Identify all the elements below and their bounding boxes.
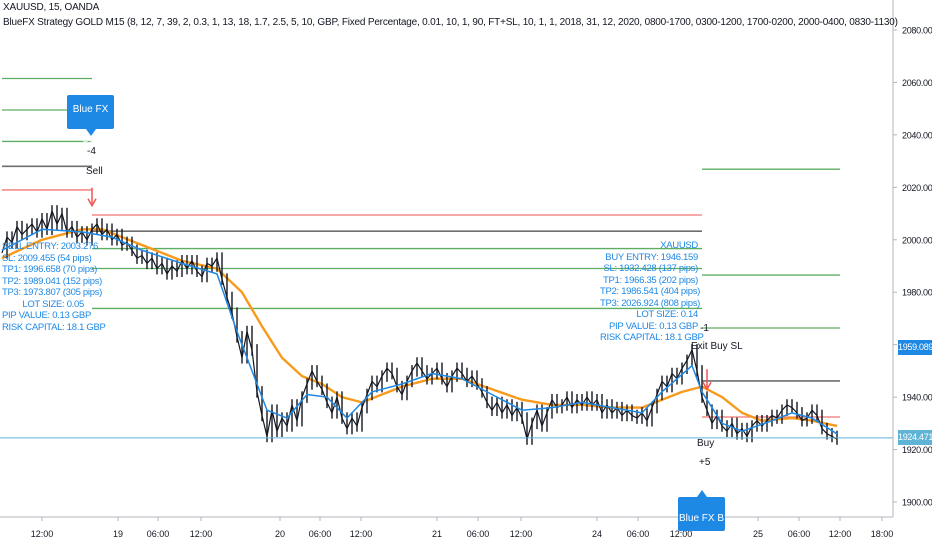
exit-count-label: -1	[700, 323, 709, 334]
symbol-title[interactable]: XAUUSD, 15, OANDA	[3, 2, 100, 13]
y-tick-label: 2000.000	[902, 235, 932, 245]
sell-sl-line: SL: 2009.455 (54 pips)	[2, 252, 92, 264]
buy-sl-line: SL: 1932.428 (137 pips)	[603, 263, 698, 274]
sell-tp2-line: TP2: 1989.041 (152 pips)	[2, 275, 103, 287]
y-tick-label: 2060.000	[902, 78, 932, 88]
x-tick-label: 06:00	[627, 529, 650, 539]
x-tick-label: 06:00	[467, 529, 490, 539]
x-tick-label: 06:00	[788, 529, 811, 539]
y-tick-label: 2020.000	[902, 183, 932, 193]
x-tick-label: 18:00	[871, 529, 894, 539]
buy-symbol-line: XAUUSD	[660, 240, 698, 251]
buy-word-label: Buy	[697, 438, 715, 449]
y-tick-label: 2080.000	[902, 26, 932, 36]
ma-series-line	[1, 228, 838, 435]
x-tick-label: 06:00	[309, 529, 332, 539]
ma-layer	[1, 228, 838, 435]
price-tag-blue: 1959.089	[898, 339, 932, 355]
y-tick-label: 1920.000	[902, 445, 932, 455]
price-tag-last: 1924.471	[898, 430, 932, 446]
price-series-line	[1, 208, 838, 442]
buy-tp1-line: TP1: 1966.35 (202 pips)	[602, 274, 698, 286]
price-layer	[1, 205, 838, 445]
sell-word-label: Sell	[86, 166, 103, 177]
buy-badge-pointer	[697, 490, 707, 497]
buy-tp3-line: TP3: 2026.924 (808 pips)	[600, 297, 701, 309]
x-tick-label: 12:00	[31, 529, 54, 539]
y-tick-label: 1900.000	[902, 498, 932, 508]
buy-entry-line: BUY ENTRY: 1946.159	[605, 251, 698, 263]
sell-lot-line: LOT SIZE: 0.05	[22, 298, 84, 310]
sell-signal-badge: Blue FX Sell	[67, 95, 114, 145]
y-tick-label: 1940.000	[902, 393, 932, 403]
sell-tp3-line: TP3: 1973.807 (305 pips)	[2, 287, 103, 298]
sell-badge-pointer	[86, 129, 96, 136]
sell-pip-line: PIP VALUE: 0.13 GBP	[2, 310, 91, 321]
buy-signal-badge: Blue FX B	[678, 497, 725, 531]
x-tick-label: 19	[113, 529, 123, 539]
sell-count-label: -4	[87, 146, 96, 157]
x-tick-label: 12:00	[510, 529, 533, 539]
buy-arrow-head	[702, 381, 712, 391]
sell-info-panel: SELL ENTRY: 2003.276 SL: 2009.455 (54 pi…	[2, 241, 106, 333]
sell-entry-line: SELL ENTRY: 2003.276	[2, 241, 98, 252]
x-tick-label: 24	[592, 529, 602, 539]
sell-arrow-head	[87, 198, 97, 208]
buy-risk-line: RISK CAPITAL: 18.1 GBP	[600, 332, 704, 343]
buy-lot-line: LOT SIZE: 0.14	[636, 309, 698, 320]
x-tick-label: 25	[753, 529, 763, 539]
x-tick-label: 12:00	[190, 529, 213, 539]
buy-info-panel: XAUUSD BUY ENTRY: 1946.159 SL: 1932.428 …	[600, 240, 704, 344]
x-tick-label: 06:00	[147, 529, 170, 539]
exit-signal-label: Exit Buy SL	[691, 341, 743, 352]
level-lines	[2, 77, 840, 418]
study-title[interactable]: BlueFX Strategy GOLD M15 (8, 12, 7, 39, …	[3, 17, 898, 28]
x-tick-label: 21	[432, 529, 442, 539]
sell-risk-line: RISK CAPITAL: 18.1 GBP	[2, 321, 106, 333]
buy-tp2-line: TP2: 1986.541 (404 pips)	[600, 286, 701, 297]
y-tick-label: 1980.000	[902, 288, 932, 298]
x-tick-label: 20	[275, 529, 285, 539]
sell-tp1-line: TP1: 1996.658 (70 pips)	[2, 264, 98, 275]
signal-markers	[86, 129, 712, 497]
x-tick-label: 12:00	[829, 529, 852, 539]
x-tick-label: 12:00	[670, 529, 693, 539]
buy-pip-line: PIP VALUE: 0.13 GBP	[609, 320, 698, 332]
y-tick-label: 2040.000	[902, 130, 932, 140]
buy-count-label: +5	[699, 457, 711, 468]
x-tick-label: 12:00	[350, 529, 373, 539]
